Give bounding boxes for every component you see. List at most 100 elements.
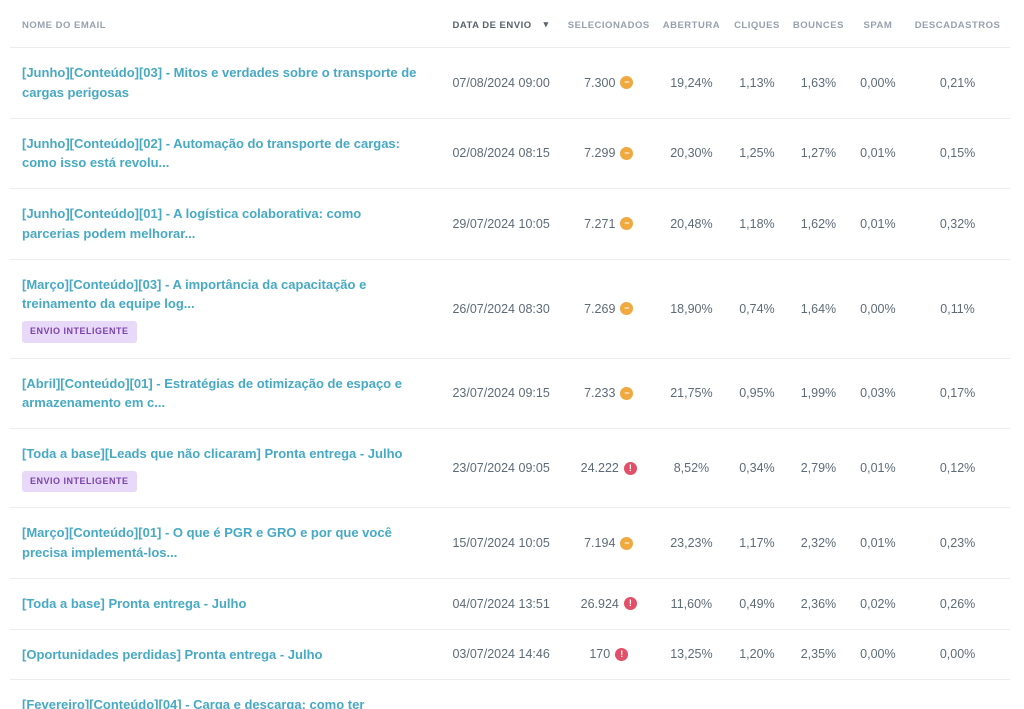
table-header-row: NOME DO EMAIL DATA DE ENVIO ▾ SELECIONADO… bbox=[10, 6, 1010, 48]
open-rate: 19,24% bbox=[655, 47, 728, 119]
alert-exclamation-icon[interactable]: ! bbox=[623, 597, 637, 611]
selected-cell: 7.300 − bbox=[562, 47, 656, 119]
selected-cell: 6.937 − bbox=[562, 679, 656, 709]
bounce-rate: 2,36% bbox=[786, 578, 851, 630]
bounce-rate: 1,99% bbox=[786, 358, 851, 429]
click-rate: 1,13% bbox=[727, 47, 787, 119]
email-name-cell: [Fevereiro][Conteúdo][04] - Carga e desc… bbox=[10, 679, 444, 709]
email-table-body: [Junho][Conteúdo][03] - Mitos e verdades… bbox=[10, 47, 1010, 709]
email-name-cell: [Oportunidades perdidas] Pronta entrega … bbox=[10, 629, 444, 681]
selected-count: 7.233 bbox=[584, 386, 616, 401]
bounce-rate: 1,63% bbox=[786, 47, 851, 119]
column-header-label: DESCADASTROS bbox=[914, 20, 1001, 31]
open-rate: 11,60% bbox=[655, 578, 728, 630]
column-header-label: SPAM bbox=[863, 20, 893, 31]
spam-rate: 0,01% bbox=[850, 507, 906, 579]
send-date: 15/07/2024 10:05 bbox=[443, 507, 563, 579]
warning-minus-icon[interactable]: − bbox=[620, 217, 634, 231]
bounce-rate: 1,27% bbox=[786, 118, 851, 189]
email-table: NOME DO EMAIL DATA DE ENVIO ▾ SELECIONADO… bbox=[10, 6, 1010, 709]
table-row: [Oportunidades perdidas] Pronta entrega … bbox=[10, 629, 1010, 681]
send-date: 23/07/2024 09:15 bbox=[443, 358, 563, 429]
selected-cell: 7.271 − bbox=[562, 188, 656, 260]
warning-minus-icon[interactable]: − bbox=[620, 386, 634, 400]
email-name-cell: [Toda a base] Pronta entrega - Julho bbox=[10, 578, 444, 630]
send-date: 03/07/2024 14:46 bbox=[443, 629, 563, 681]
selected-count: 7.194 bbox=[584, 536, 616, 550]
table-row: [Abril][Conteúdo][01] - Estratégias de o… bbox=[10, 358, 1010, 429]
column-header-nome-do-email[interactable]: NOME DO EMAIL bbox=[10, 6, 444, 48]
unsubscribe-rate: 0,21% bbox=[905, 47, 1010, 119]
email-name-link[interactable]: [Março][Conteúdo][01] - O que é PGR e GR… bbox=[22, 525, 392, 560]
click-rate: 1,17% bbox=[727, 507, 787, 579]
smart-send-badge: ENVIO INTELIGENTE bbox=[22, 321, 137, 343]
click-rate: 1,25% bbox=[727, 118, 787, 189]
spam-rate: 0,00% bbox=[850, 629, 906, 681]
click-rate: 1,16% bbox=[727, 679, 787, 709]
email-name-link[interactable]: [Junho][Conteúdo][01] - A logística cola… bbox=[22, 206, 362, 241]
email-name-cell: [Junho][Conteúdo][01] - A logística cola… bbox=[10, 188, 444, 260]
send-date: 04/07/2024 13:51 bbox=[443, 578, 563, 630]
bounce-rate: 1,95% bbox=[786, 679, 851, 709]
selected-cell: 7.299 − bbox=[562, 118, 656, 189]
selected-cell: 26.924 ! bbox=[562, 578, 656, 630]
email-name-cell: [Abril][Conteúdo][01] - Estratégias de o… bbox=[10, 358, 444, 429]
column-header-selecionados[interactable]: SELECIONADOS bbox=[562, 6, 656, 48]
column-header-abertura[interactable]: ABERTURA bbox=[655, 6, 728, 48]
column-header-cliques[interactable]: CLIQUES bbox=[727, 6, 787, 48]
click-rate: 0,95% bbox=[727, 358, 787, 429]
selected-count: 170 bbox=[589, 647, 611, 662]
click-rate: 1,18% bbox=[727, 188, 787, 260]
unsubscribe-rate: 0,23% bbox=[905, 507, 1010, 579]
column-header-descadastros[interactable]: DESCADASTROS bbox=[905, 6, 1010, 48]
table-row: [Toda a base][Leads que não clicaram] Pr… bbox=[10, 428, 1010, 509]
click-rate: 1,20% bbox=[727, 629, 787, 681]
alert-exclamation-icon[interactable]: ! bbox=[615, 647, 629, 661]
email-name-link[interactable]: [Junho][Conteúdo][03] - Mitos e verdades… bbox=[22, 65, 417, 100]
open-rate: 17,71% bbox=[655, 679, 728, 709]
email-name-link[interactable]: [Toda a base] Pronta entrega - Julho bbox=[22, 595, 247, 611]
table-row: [Junho][Conteúdo][02] - Automação do tra… bbox=[10, 118, 1010, 189]
selected-cell: 24.222 ! bbox=[562, 428, 656, 509]
email-name-link[interactable]: [Junho][Conteúdo][02] - Automação do tra… bbox=[22, 135, 400, 171]
unsubscribe-rate: 0,00% bbox=[905, 629, 1010, 681]
open-rate: 23,23% bbox=[655, 507, 728, 579]
open-rate: 21,75% bbox=[655, 358, 728, 429]
unsubscribe-rate: 0,32% bbox=[905, 188, 1010, 260]
email-name-link[interactable]: [Toda a base][Leads que não clicaram] Pr… bbox=[22, 446, 403, 461]
email-name-cell: [Toda a base][Leads que não clicaram] Pr… bbox=[10, 428, 444, 509]
selected-cell: 7.194 − bbox=[562, 507, 656, 579]
spam-rate: 0,01% bbox=[850, 118, 906, 189]
email-name-link[interactable]: [Abril][Conteúdo][01] - Estratégias de o… bbox=[22, 375, 402, 411]
selected-cell: 7.269 − bbox=[562, 259, 656, 359]
warning-minus-icon[interactable]: − bbox=[620, 536, 634, 550]
column-header-spam[interactable]: SPAM bbox=[850, 6, 906, 48]
email-name-link[interactable]: [Oportunidades perdidas] Pronta entrega … bbox=[22, 646, 323, 662]
selected-count: 7.300 bbox=[584, 75, 616, 90]
warning-minus-icon[interactable]: − bbox=[620, 76, 634, 90]
spam-rate: 0,00% bbox=[850, 47, 906, 119]
selected-count: 26.924 bbox=[580, 596, 619, 611]
unsubscribe-rate: 0,12% bbox=[905, 428, 1010, 509]
spam-rate: 0,03% bbox=[850, 358, 906, 429]
column-header-bounces[interactable]: BOUNCES bbox=[786, 6, 851, 48]
column-header-data-de-envio[interactable]: DATA DE ENVIO ▾ bbox=[443, 6, 563, 48]
open-rate: 20,30% bbox=[655, 118, 728, 189]
email-name-link[interactable]: [Março][Conteúdo][03] - A importância da… bbox=[22, 276, 367, 312]
email-name-link[interactable]: [Fevereiro][Conteúdo][04] - Carga e desc… bbox=[22, 697, 365, 709]
alert-exclamation-icon[interactable]: ! bbox=[623, 461, 637, 475]
warning-minus-icon[interactable]: − bbox=[620, 302, 634, 315]
send-date: 23/07/2024 09:05 bbox=[443, 428, 563, 509]
click-rate: 0,34% bbox=[727, 428, 787, 509]
bounce-rate: 2,35% bbox=[786, 629, 851, 681]
column-header-label: DATA DE ENVIO bbox=[452, 20, 532, 31]
spam-rate: 0,01% bbox=[850, 188, 906, 260]
bounce-rate: 2,32% bbox=[786, 507, 851, 579]
warning-minus-icon[interactable]: − bbox=[620, 146, 634, 160]
bounce-rate: 1,64% bbox=[786, 259, 851, 359]
selected-count: 7.271 bbox=[584, 216, 616, 231]
email-name-cell: [Março][Conteúdo][03] - A importância da… bbox=[10, 259, 444, 359]
column-header-label: NOME DO EMAIL bbox=[22, 20, 107, 31]
open-rate: 18,90% bbox=[655, 259, 728, 359]
click-rate: 0,49% bbox=[727, 578, 787, 630]
